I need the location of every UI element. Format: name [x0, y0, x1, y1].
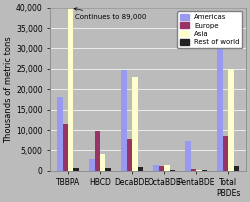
Bar — [126, 139, 132, 171]
Bar — [138, 167, 143, 171]
Bar — [159, 166, 164, 171]
Text: Continues to 89,000: Continues to 89,000 — [74, 8, 147, 20]
Bar — [100, 155, 105, 171]
Bar — [170, 169, 175, 171]
Bar — [153, 165, 159, 171]
Bar — [121, 70, 126, 171]
Bar — [164, 165, 170, 171]
Bar — [68, 8, 73, 171]
Bar — [202, 170, 207, 171]
Bar — [89, 159, 94, 171]
Bar — [223, 136, 228, 171]
Bar — [132, 77, 138, 171]
Bar — [228, 69, 234, 171]
Legend: Americas, Europe, Asia, Rest of world: Americas, Europe, Asia, Rest of world — [178, 11, 242, 48]
Bar — [57, 97, 62, 171]
Bar — [106, 168, 111, 171]
Bar — [196, 169, 202, 171]
Bar — [191, 169, 196, 171]
Bar — [234, 166, 239, 171]
Y-axis label: Thousands of metric tons: Thousands of metric tons — [4, 36, 13, 143]
Bar — [74, 168, 79, 171]
Bar — [185, 141, 191, 171]
Bar — [62, 124, 68, 171]
Bar — [217, 36, 223, 171]
Bar — [94, 131, 100, 171]
